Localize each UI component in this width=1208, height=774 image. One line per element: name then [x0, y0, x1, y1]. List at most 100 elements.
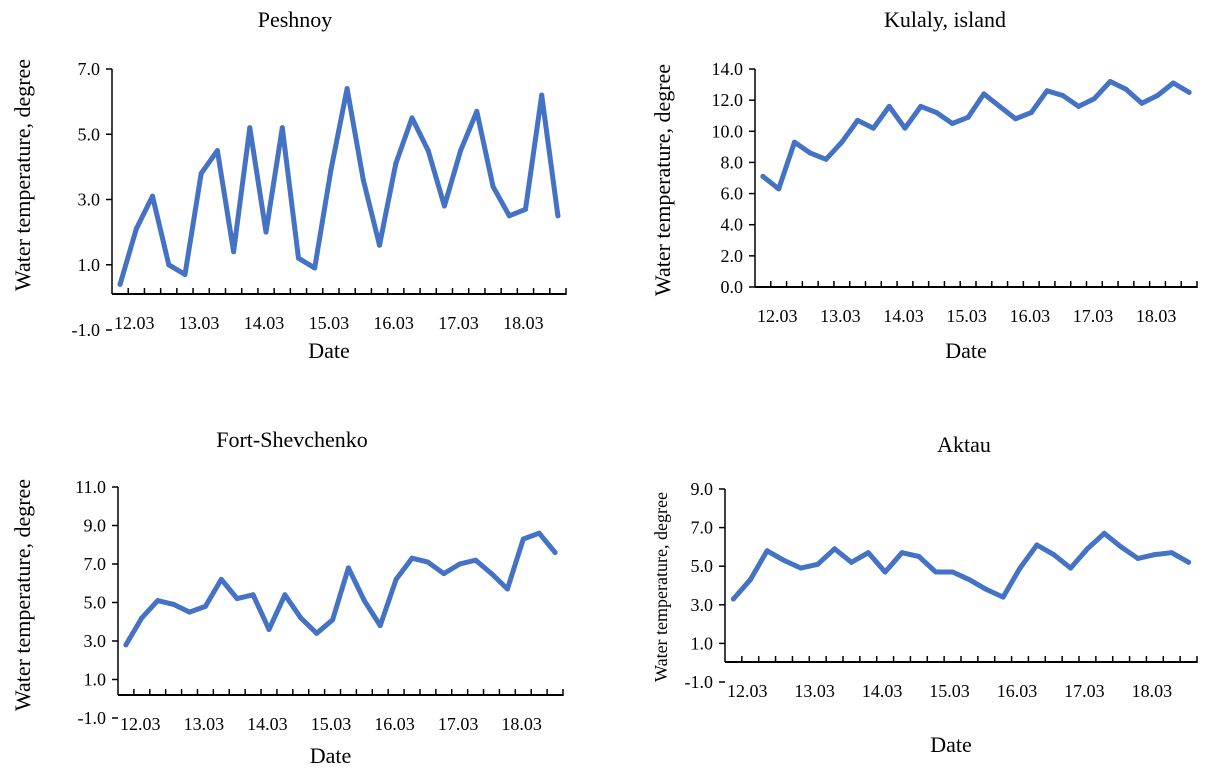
series-line: [760, 79, 1192, 192]
data-point: [330, 617, 336, 623]
x-tick-label: 14.03: [244, 313, 285, 333]
data-point: [730, 596, 736, 602]
x-tick-label: 13.03: [820, 306, 861, 326]
chart-title: Aktau: [937, 432, 991, 457]
chart-title: Peshnoy: [258, 7, 333, 32]
data-point: [760, 173, 766, 179]
data-point: [247, 125, 253, 131]
data-point: [950, 569, 956, 575]
y-tick-label: 5.0: [691, 556, 714, 576]
data-point: [1169, 550, 1175, 556]
data-point: [997, 103, 1003, 109]
x-tick-label: 17.03: [1064, 681, 1105, 701]
data-point: [282, 592, 288, 598]
x-axis-title: Date: [930, 732, 972, 757]
data-point: [1017, 565, 1023, 571]
data-point: [1123, 86, 1129, 92]
data-point: [425, 148, 431, 154]
data-point: [133, 226, 139, 232]
x-tick-label: 12.03: [114, 313, 155, 333]
data-point: [1044, 88, 1050, 94]
data-point: [870, 125, 876, 131]
chart-title: Fort-Shevchenko: [216, 427, 368, 452]
x-tick-label: 13.03: [794, 681, 835, 701]
data-point: [266, 627, 272, 632]
data-point: [298, 615, 304, 621]
x-tick-label: 16.03: [374, 714, 415, 734]
data-point: [1186, 89, 1192, 95]
data-point: [1155, 93, 1160, 98]
x-tick-label: 12.03: [757, 306, 798, 326]
data-point: [314, 630, 320, 636]
data-point: [918, 103, 924, 109]
data-point: [520, 536, 526, 542]
data-point: [1091, 96, 1097, 102]
data-point: [1107, 79, 1113, 84]
x-tick-label: 18.03: [1136, 306, 1177, 326]
data-point: [848, 559, 854, 565]
data-point: [1152, 552, 1158, 558]
y-tick-label: -1.0: [78, 708, 107, 728]
y-tick-label: 1.0: [78, 255, 101, 275]
data-point: [250, 592, 256, 598]
y-axis-title: Water temperature, degree: [650, 64, 675, 296]
data-point: [764, 548, 770, 554]
y-tick-label: 1.0: [691, 633, 714, 653]
data-point: [865, 550, 871, 556]
data-point: [409, 555, 415, 561]
data-point: [360, 177, 366, 183]
y-tick-label: 3.0: [84, 631, 107, 651]
chart-title: Kulaly, island: [884, 7, 1006, 32]
data-point: [776, 186, 782, 192]
data-point: [214, 148, 220, 154]
y-axis-title: Water temperature, degree: [651, 492, 671, 682]
y-tick-label: 14.0: [712, 59, 744, 79]
y-tick-label: 1.0: [84, 670, 107, 690]
x-axis-title: Date: [308, 338, 350, 363]
data-point: [815, 561, 821, 567]
data-point: [902, 125, 908, 131]
data-point: [523, 206, 528, 212]
data-point: [234, 596, 240, 602]
data-point: [377, 242, 382, 248]
y-tick-label: -1.0: [685, 672, 714, 692]
data-point: [1068, 565, 1074, 571]
data-point: [473, 557, 479, 563]
data-point: [361, 598, 367, 604]
chart-panel-3: Aktau -1.0 1.0 3.0 5.0 7.0 9.0 12.03 13.03 14.03 1…: [651, 432, 1198, 757]
data-point: [882, 569, 888, 575]
data-point: [933, 569, 939, 575]
data-point: [981, 91, 987, 97]
data-point: [1084, 546, 1090, 552]
data-point: [886, 103, 892, 109]
data-point: [409, 115, 415, 121]
x-tick-label: 13.03: [179, 313, 220, 333]
data-point: [506, 213, 512, 219]
data-point: [296, 255, 301, 261]
x-tick-label: 15.03: [311, 714, 352, 734]
data-point: [1101, 530, 1107, 536]
data-point: [965, 114, 971, 120]
data-point: [899, 550, 905, 556]
x-tick-label: 17.03: [438, 714, 479, 734]
data-point: [425, 559, 431, 565]
x-tick-label: 18.03: [503, 313, 543, 333]
y-tick-label: 0.0: [721, 277, 744, 297]
data-point: [490, 183, 496, 189]
data-point: [781, 557, 787, 563]
y-tick-label: 12.0: [712, 90, 744, 110]
x-tick-label: 14.03: [862, 681, 903, 701]
chart-panel-1: Kulaly, island 0.0 2.0 4.0 6.0 8.0 10.0 12.0 14.…: [650, 7, 1198, 363]
data-point: [345, 565, 351, 571]
x-tick-label: 15.03: [929, 681, 970, 701]
data-point: [855, 117, 861, 123]
data-point: [552, 550, 558, 555]
y-tick-label: 7.0: [78, 59, 101, 79]
y-tick-label: 10.0: [712, 121, 744, 141]
data-point: [823, 156, 829, 162]
data-point: [949, 121, 955, 126]
y-tick-label: 5.0: [84, 593, 107, 613]
data-point: [747, 577, 753, 583]
